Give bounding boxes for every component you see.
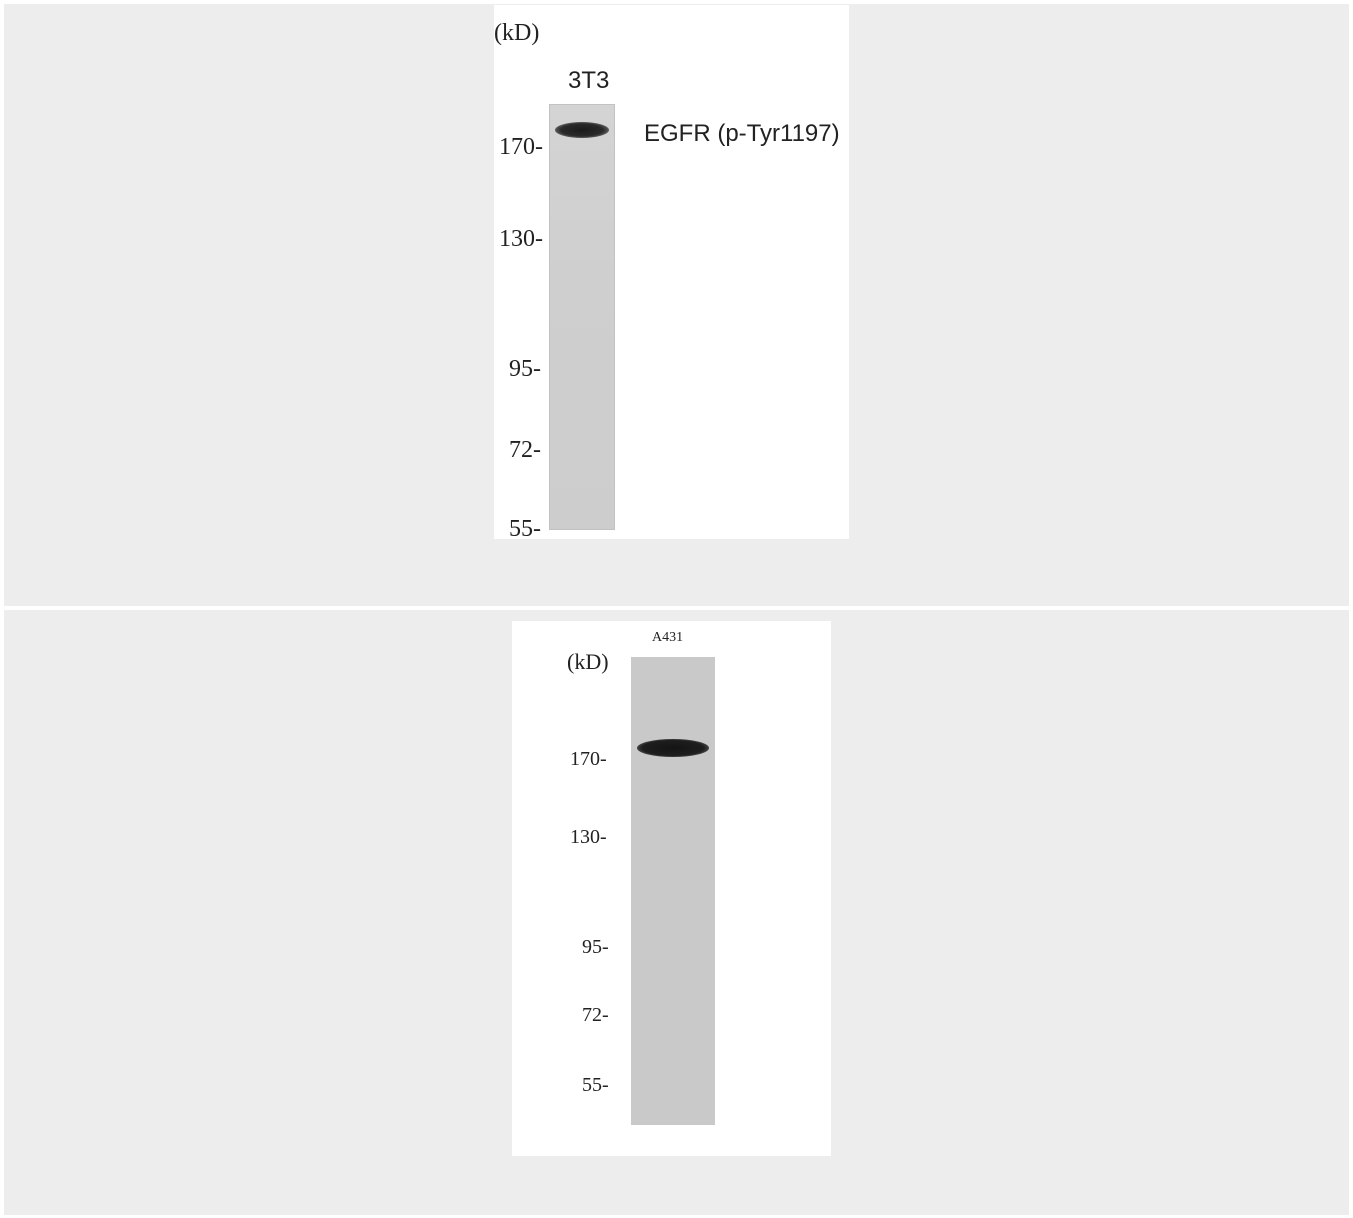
western-blot-3t3: (kD) 3T3 EGFR (p-Tyr1197) 170- 130- 95- … (494, 5, 849, 539)
marker-72: 72- (582, 1004, 609, 1026)
protein-band (637, 739, 709, 757)
marker-55: 55- (582, 1074, 609, 1096)
unit-label: (kD) (494, 20, 540, 46)
protein-band (555, 122, 609, 138)
marker-55: 55- (509, 516, 541, 539)
band-label: EGFR (p-Tyr1197) (644, 120, 840, 147)
marker-95: 95- (509, 356, 541, 382)
figure-cell-top: (kD) 3T3 EGFR (p-Tyr1197) 170- 130- 95- … (4, 4, 1349, 606)
unit-label: (kD) (567, 649, 609, 674)
marker-130: 130- (499, 226, 543, 252)
lane-label: A431 (652, 630, 684, 645)
marker-170: 170- (570, 748, 607, 770)
figure-cell-bottom: A431 (kD) 170- 130- 95- 72- 55- (4, 610, 1349, 1215)
gel-lane (631, 657, 715, 1125)
marker-72: 72- (509, 437, 541, 463)
western-blot-a431: A431 (kD) 170- 130- 95- 72- 55- (512, 621, 831, 1156)
lane-label: 3T3 (568, 67, 610, 94)
marker-95: 95- (582, 936, 609, 958)
marker-130: 130- (570, 826, 607, 848)
gel-lane (549, 104, 615, 530)
marker-170: 170- (499, 134, 543, 160)
